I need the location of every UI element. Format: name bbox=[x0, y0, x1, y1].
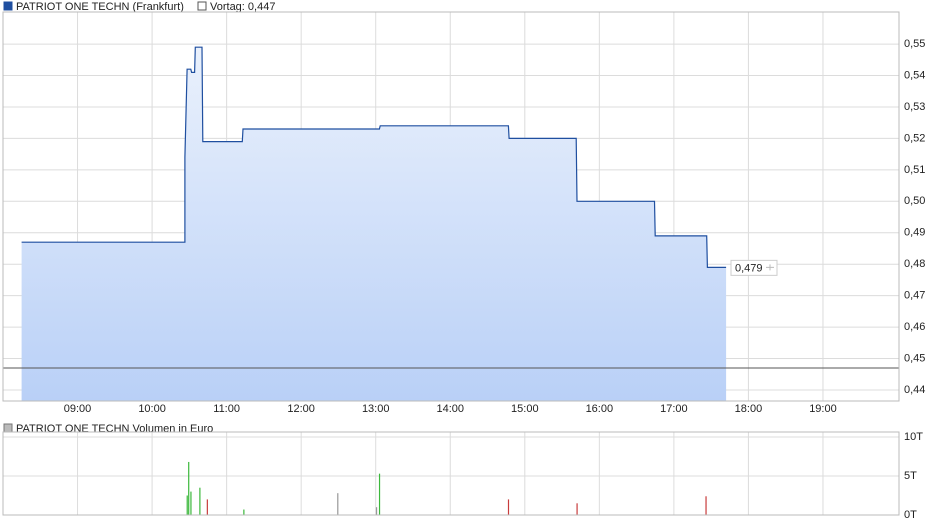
x-tick-label: 14:00 bbox=[436, 403, 464, 415]
volume-title: PATRIOT ONE TECHN Volumen in Euro bbox=[16, 423, 213, 435]
volume-bar bbox=[190, 491, 192, 515]
y-tick-label: 0,50 bbox=[904, 195, 925, 207]
x-tick-label: 15:00 bbox=[511, 403, 539, 415]
volume-bar bbox=[188, 461, 190, 515]
x-tick-label: 12:00 bbox=[287, 403, 315, 415]
volume-bar bbox=[206, 499, 208, 515]
x-tick-label: 11:00 bbox=[213, 403, 240, 415]
volume-bar bbox=[375, 507, 378, 515]
y-tick-label: 0,53 bbox=[904, 101, 925, 113]
y-tick-label: 0,48 bbox=[904, 258, 925, 270]
volume-bar bbox=[705, 496, 707, 515]
volume-bar bbox=[507, 499, 510, 515]
volume-bar bbox=[243, 509, 245, 515]
y-tick-label: 0,51 bbox=[904, 164, 925, 176]
y-tick-label: 0,54 bbox=[904, 69, 925, 81]
legend-swatch bbox=[3, 423, 13, 433]
plot-border bbox=[2, 431, 900, 516]
x-tick-label: 16:00 bbox=[586, 403, 614, 415]
volume-bar bbox=[337, 493, 339, 515]
legend-swatch bbox=[3, 1, 13, 11]
y-tick-label: 0,46 bbox=[904, 321, 925, 333]
volume-bar bbox=[199, 487, 201, 515]
x-tick-label: 17:00 bbox=[660, 403, 688, 415]
y-tick-label: 0,47 bbox=[904, 290, 925, 302]
y-tick-label: 0,55 bbox=[904, 38, 925, 50]
volume-bar bbox=[378, 473, 381, 515]
y-tick-label: 10T bbox=[904, 431, 923, 443]
price-line bbox=[21, 46, 727, 268]
y-tick-label: 0,49 bbox=[904, 227, 925, 239]
plot-border bbox=[2, 11, 900, 402]
legend-label: Vortag: 0,447 bbox=[210, 1, 275, 13]
last-price-arrow bbox=[766, 264, 774, 271]
price-area bbox=[21, 47, 727, 401]
x-tick-label: 18:00 bbox=[735, 403, 763, 415]
y-tick-label: 0T bbox=[904, 509, 917, 521]
y-tick-label: 0,44 bbox=[904, 384, 925, 396]
last-price-box bbox=[730, 259, 778, 276]
volume-bar bbox=[186, 495, 188, 515]
x-tick-label: 10:00 bbox=[138, 403, 166, 415]
y-tick-label: 0,45 bbox=[904, 352, 925, 364]
y-tick-label: 5T bbox=[904, 470, 917, 482]
legend-label: PATRIOT ONE TECHN (Frankfurt) bbox=[16, 1, 184, 13]
x-tick-label: 19:00 bbox=[809, 403, 837, 415]
x-tick-label: 09:00 bbox=[64, 403, 92, 415]
volume-bar bbox=[576, 503, 578, 515]
last-price-label: 0,479 bbox=[735, 262, 763, 274]
x-tick-label: 13:00 bbox=[362, 403, 390, 415]
y-tick-label: 0,52 bbox=[904, 132, 925, 144]
legend-swatch bbox=[197, 1, 207, 11]
